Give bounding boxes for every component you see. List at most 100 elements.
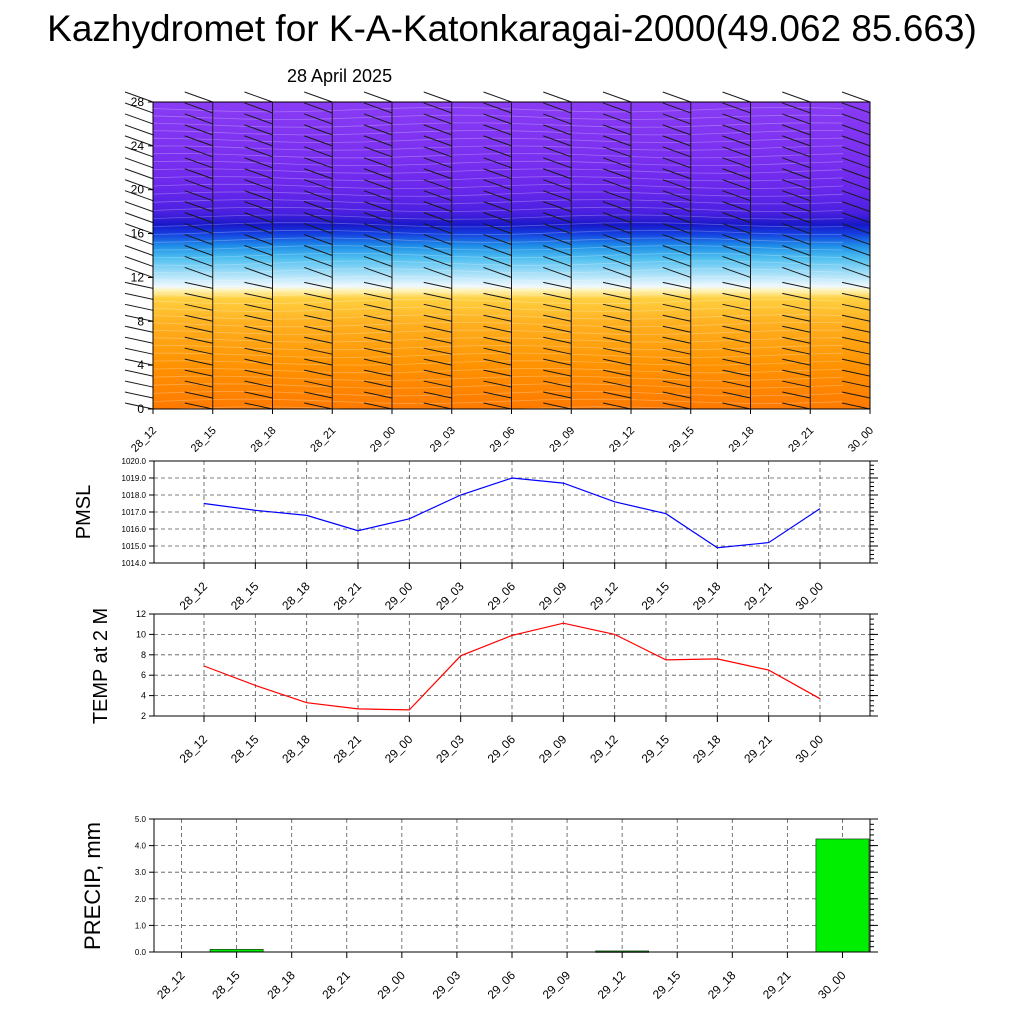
wind-barb: [543, 190, 572, 202]
contour-line: [152, 214, 844, 220]
x-tick-label: 29_06: [485, 732, 519, 766]
wind-barb: [124, 369, 154, 377]
wind-barb: [662, 124, 691, 136]
y-tick-label: 5.0: [135, 815, 147, 824]
wind-barb: [841, 336, 871, 344]
wind-barb: [363, 234, 393, 246]
wind-barb: [602, 91, 632, 103]
x-tick-label: 29_00: [382, 732, 416, 766]
wind-barb: [244, 245, 273, 256]
y-tick-label: 10: [136, 629, 146, 639]
wind-barb: [543, 135, 572, 147]
contour-line: [152, 306, 844, 312]
wind-barb: [662, 179, 691, 191]
wind-barb: [363, 369, 393, 377]
wind-barb: [244, 303, 273, 311]
y-tick-label: 8: [137, 314, 144, 328]
wind-barb: [662, 135, 691, 147]
wind-barb: [483, 102, 512, 114]
x-tick-label: 29_21: [741, 732, 775, 766]
y-tick-label: 1014.0: [122, 559, 147, 568]
wind-barb: [483, 135, 512, 147]
wind-barb: [363, 266, 393, 278]
wind-barb: [841, 391, 871, 399]
wind-barb: [782, 281, 811, 289]
wind-barb: [722, 223, 751, 235]
contour-line: [152, 383, 844, 389]
wind-barb: [483, 179, 512, 191]
wind-barb: [423, 223, 452, 235]
wind-barb: [602, 325, 632, 333]
wind-barb: [662, 314, 691, 322]
wind-barb: [124, 146, 154, 158]
wind-barb: [543, 380, 572, 388]
wind-barb: [483, 255, 512, 267]
wind-barb: [483, 168, 512, 180]
contour-line: [152, 160, 844, 167]
wind-barb: [304, 190, 333, 202]
wind-barb: [363, 179, 393, 191]
y-tick-label: 1018.0: [122, 491, 147, 500]
x-tick-label: 28_21: [331, 579, 365, 613]
y-axis-label: PMSL: [73, 485, 95, 539]
x-tick-label: 28_15: [209, 968, 243, 1002]
wind-barb: [543, 369, 572, 377]
wind-barb: [782, 347, 811, 355]
wind-barb: [841, 369, 871, 377]
y-tick-label: 0: [137, 402, 144, 416]
wind-barb: [363, 113, 393, 125]
wind-barb: [184, 347, 213, 355]
wind-barb: [543, 402, 572, 410]
wind-barb: [602, 314, 632, 322]
wind-barb: [304, 255, 333, 267]
wind-barb: [543, 223, 572, 235]
wind-barb: [124, 281, 154, 289]
x-tick-label: 29_03: [428, 425, 458, 455]
wind-barb: [124, 113, 154, 125]
x-tick-label: 29_03: [433, 579, 467, 613]
wind-barb: [662, 234, 691, 246]
x-tick-label: 29_09: [536, 579, 570, 613]
x-tick-label: 29_03: [430, 968, 464, 1002]
wind-barb: [304, 146, 333, 158]
wind-barb: [543, 336, 572, 344]
wind-barb: [662, 113, 691, 125]
wind-barb: [304, 102, 333, 114]
wind-barb: [543, 391, 572, 399]
x-tick-label: 29_09: [540, 968, 574, 1002]
wind-barb: [184, 292, 213, 300]
wind-barb: [363, 245, 393, 256]
wind-barb: [483, 325, 512, 333]
wind-barb: [363, 325, 393, 333]
wind-barb: [363, 358, 393, 366]
wind-barb: [543, 266, 572, 278]
wind-barb: [543, 157, 572, 169]
wind-barb: [363, 303, 393, 311]
wind-barb: [363, 212, 393, 224]
contour-line: [152, 191, 844, 197]
wind-barb: [483, 347, 512, 355]
wind-barb: [184, 102, 213, 114]
wind-barb: [602, 190, 632, 202]
contour-line: [152, 275, 844, 282]
wind-barb: [841, 303, 871, 311]
wind-barb: [483, 358, 512, 366]
wind-barb: [722, 124, 751, 136]
wind-barb: [304, 91, 333, 103]
wind-barb: [244, 369, 273, 377]
wind-barb: [363, 201, 393, 213]
wind-barb: [244, 157, 273, 169]
wind-barb: [782, 212, 811, 224]
wind-barb: [423, 369, 452, 377]
wind-barb: [841, 223, 871, 235]
x-tick-label: 30_00: [815, 968, 849, 1002]
wind-barb: [483, 369, 512, 377]
wind-barb: [602, 146, 632, 158]
wind-barb: [304, 157, 333, 169]
wind-barb: [782, 358, 811, 366]
wind-barb: [722, 292, 751, 300]
wind-barb: [244, 190, 273, 202]
wind-barb: [304, 266, 333, 278]
wind-barb: [363, 314, 393, 322]
wind-barb: [423, 168, 452, 180]
